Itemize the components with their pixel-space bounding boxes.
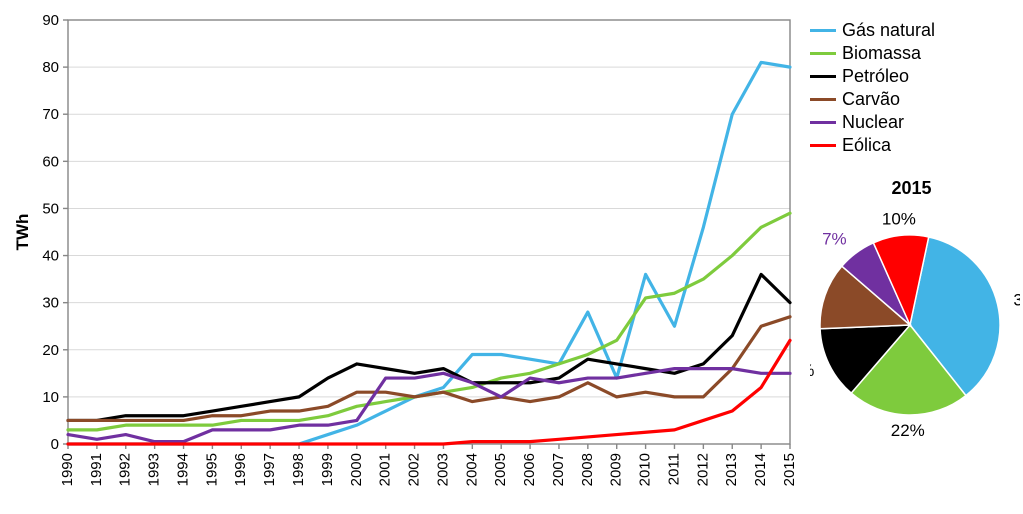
- pie-slice-label: 36%: [1013, 291, 1020, 310]
- svg-text:40: 40: [42, 248, 59, 265]
- legend-item: Nuclear: [810, 112, 935, 133]
- pie-slice-label: 22%: [891, 421, 925, 440]
- svg-text:2008: 2008: [579, 453, 596, 486]
- svg-text:2010: 2010: [637, 453, 654, 486]
- svg-text:30: 30: [42, 295, 59, 312]
- svg-text:1993: 1993: [146, 453, 163, 486]
- svg-text:20: 20: [42, 342, 59, 359]
- svg-text:2003: 2003: [434, 453, 451, 486]
- svg-text:1990: 1990: [59, 453, 76, 486]
- legend-item: Gás natural: [810, 20, 935, 41]
- legend-swatch: [810, 98, 836, 101]
- svg-text:50: 50: [42, 200, 59, 217]
- svg-text:1991: 1991: [88, 453, 105, 486]
- svg-text:2004: 2004: [463, 453, 480, 486]
- svg-text:2015: 2015: [781, 453, 798, 486]
- pie-slice-label: 13%: [810, 361, 814, 380]
- legend-item: Petróleo: [810, 66, 935, 87]
- svg-text:10: 10: [42, 389, 59, 406]
- svg-text:2006: 2006: [521, 453, 538, 486]
- svg-text:2007: 2007: [550, 453, 567, 486]
- svg-text:2000: 2000: [348, 453, 365, 486]
- legend-item: Biomassa: [810, 43, 935, 64]
- pie-slice-label: 7%: [822, 230, 847, 249]
- svg-text:80: 80: [42, 59, 59, 76]
- svg-text:1999: 1999: [319, 453, 336, 486]
- legend-swatch: [810, 121, 836, 124]
- legend-swatch: [810, 52, 836, 55]
- svg-text:1994: 1994: [174, 453, 191, 486]
- svg-text:2012: 2012: [694, 453, 711, 486]
- svg-text:2011: 2011: [665, 453, 682, 485]
- svg-text:1992: 1992: [117, 453, 134, 486]
- svg-text:1996: 1996: [232, 453, 249, 486]
- legend-item: Carvão: [810, 89, 935, 110]
- svg-text:2002: 2002: [406, 453, 423, 486]
- svg-text:1995: 1995: [203, 453, 220, 486]
- svg-text:TWh: TWh: [13, 214, 32, 251]
- legend-label: Petróleo: [842, 66, 909, 87]
- legend-swatch: [810, 29, 836, 32]
- svg-text:1998: 1998: [290, 453, 307, 486]
- svg-text:2005: 2005: [492, 453, 509, 486]
- svg-text:0: 0: [51, 436, 59, 453]
- svg-text:2013: 2013: [723, 453, 740, 486]
- svg-text:2001: 2001: [377, 453, 394, 486]
- svg-text:2009: 2009: [608, 453, 625, 486]
- legend-label: Eólica: [842, 135, 891, 156]
- svg-text:90: 90: [42, 12, 59, 29]
- pie-chart: 36%22%13%12%7%10%: [810, 205, 1010, 465]
- pie-title: 2015: [810, 178, 1013, 199]
- legend-label: Biomassa: [842, 43, 921, 64]
- svg-text:60: 60: [42, 153, 59, 170]
- legend-swatch: [810, 75, 836, 78]
- legend-swatch: [810, 144, 836, 147]
- legend-label: Carvão: [842, 89, 900, 110]
- svg-text:70: 70: [42, 106, 59, 123]
- legend-label: Nuclear: [842, 112, 904, 133]
- side-panel: Gás naturalBiomassaPetróleoCarvãoNuclear…: [800, 10, 1013, 504]
- line-chart: 0 10 20 30 40 50 60 70 80 90 1990 1991 1992 1993 1994 1…: [10, 10, 800, 504]
- svg-text:1997: 1997: [261, 453, 278, 486]
- legend: Gás naturalBiomassaPetróleoCarvãoNuclear…: [810, 20, 935, 158]
- svg-text:2014: 2014: [752, 453, 769, 486]
- pie-slice-label: 10%: [882, 209, 916, 228]
- legend-label: Gás natural: [842, 20, 935, 41]
- legend-item: Eólica: [810, 135, 935, 156]
